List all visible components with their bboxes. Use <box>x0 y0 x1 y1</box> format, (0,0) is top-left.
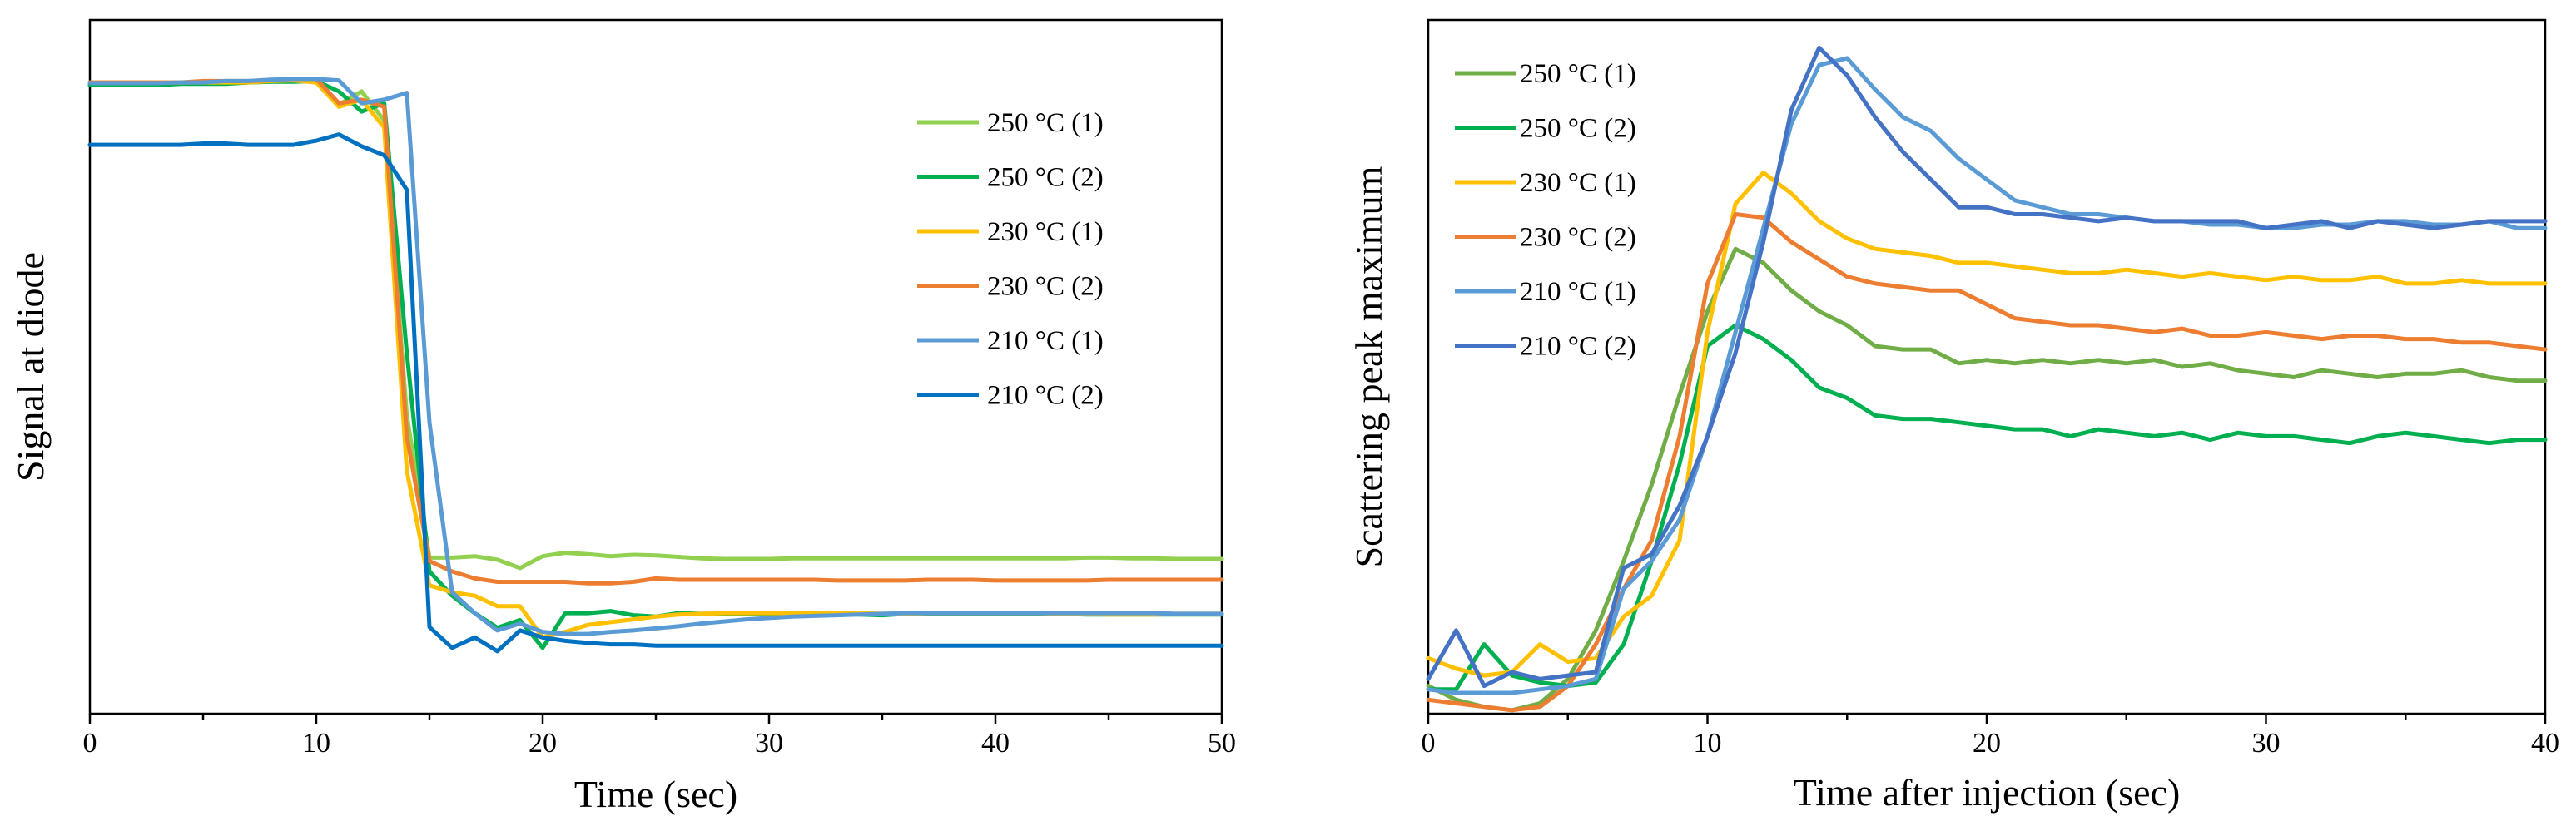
series-line-230-c-1 <box>1426 171 2548 678</box>
x-tick-label: 10 <box>302 728 330 759</box>
legend-label: 230 °C (2) <box>987 272 1104 302</box>
y-axis-label: Signal at diode <box>9 252 52 482</box>
legend-label: 250 °C (2) <box>1520 114 1636 144</box>
x-tick-label: 0 <box>83 728 97 759</box>
x-tick-label: 30 <box>2252 728 2281 759</box>
y-axis-label: Scattering peak maximum <box>1348 166 1390 567</box>
series-line-250-c-2 <box>1426 323 2548 692</box>
legend-label: 250 °C (1) <box>987 108 1104 138</box>
legend-label: 250 °C (1) <box>1520 59 1636 89</box>
series-line-210-c-1 <box>1426 56 2548 695</box>
series-line-210-c-2 <box>1426 45 2548 689</box>
x-tick-label: 20 <box>1973 728 2001 759</box>
legend-label: 210 °C (2) <box>987 381 1104 411</box>
legend-label: 230 °C (1) <box>1520 168 1636 198</box>
series-line-210-c-2 <box>87 132 1224 654</box>
x-tick-label: 20 <box>529 728 557 759</box>
legend: 250 °C (1) 250 °C (2) 230 °C (1) 230 °C (2)… <box>917 108 1104 411</box>
legend-label: 210 °C (1) <box>1520 277 1636 307</box>
x-tick-label: 10 <box>1694 728 1722 759</box>
legend-label: 210 °C (1) <box>987 326 1104 356</box>
x-tick-label: 40 <box>981 728 1010 759</box>
x-tick-label: 40 <box>2531 728 2559 759</box>
x-tick-label: 50 <box>1208 728 1236 759</box>
legend-label: 210 °C (2) <box>1520 332 1636 362</box>
legend-label: 230 °C (2) <box>1520 223 1636 253</box>
legend: 250 °C (1) 250 °C (2) 230 °C (1) 230 °C (2)… <box>1455 59 1636 362</box>
chart-panel-2: 0 10 20 30 40 Time after injection (sec) Scatt… <box>1348 18 2559 814</box>
series-line-250-c-1 <box>1426 246 2548 713</box>
x-tick-label: 30 <box>755 728 783 759</box>
x-axis-label: Time (sec) <box>574 773 737 815</box>
x-tick-label: 0 <box>1422 728 1436 759</box>
x-axis-label: Time after injection (sec) <box>1794 771 2181 814</box>
legend-label: 230 °C (1) <box>987 217 1104 247</box>
chart-panel-1: 0 10 20 30 40 50 Time (sec) Signal at diode 250 … <box>9 18 1236 815</box>
series-line-210-c-1 <box>87 77 1224 636</box>
legend-label: 250 °C (2) <box>987 163 1104 193</box>
series-line-250-c-1 <box>87 78 1224 571</box>
